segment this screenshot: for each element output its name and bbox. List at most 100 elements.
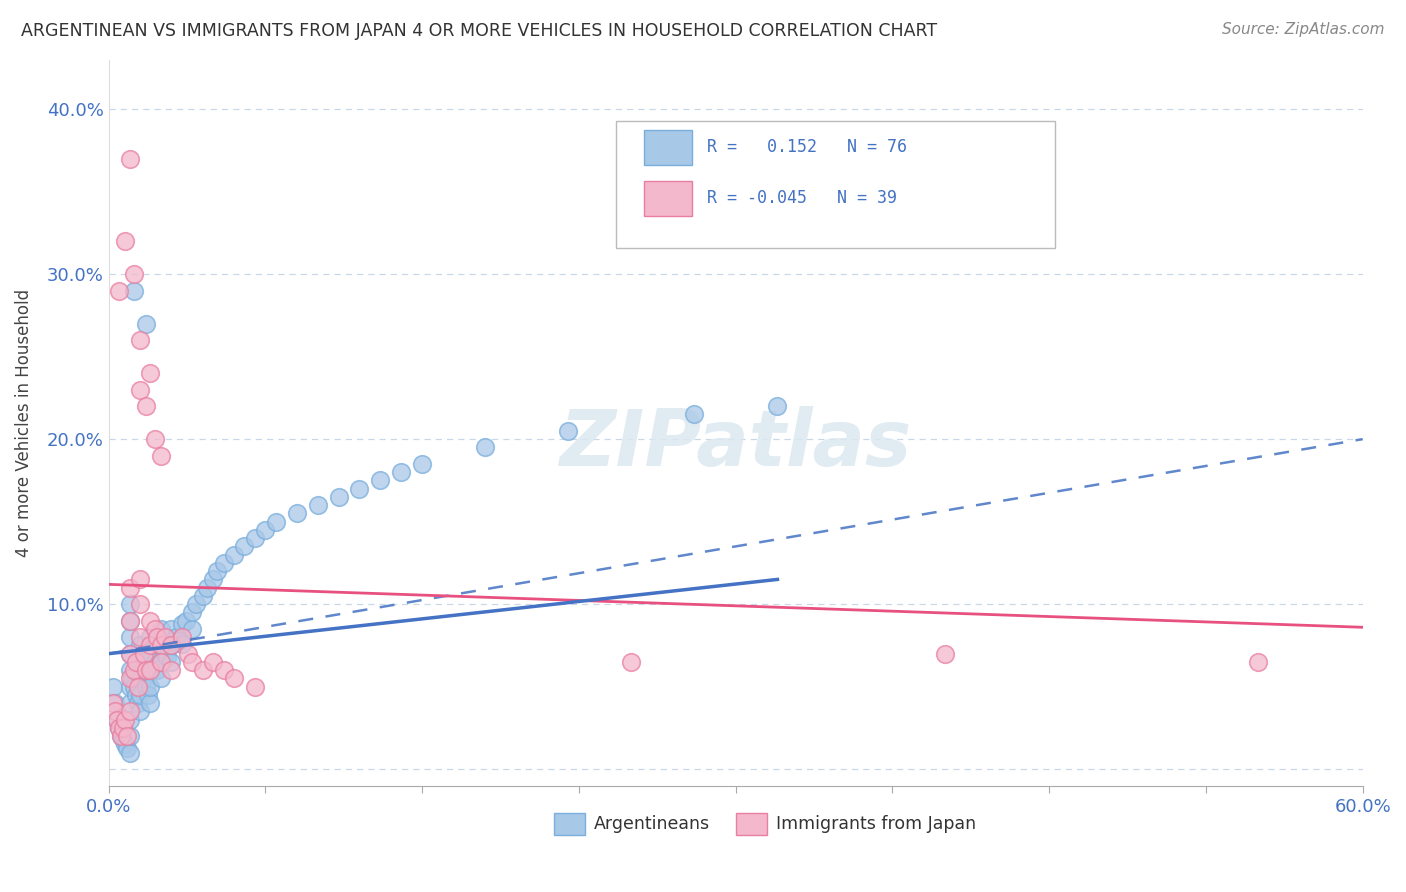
Point: [165, 630, 187, 644]
Point: [149, 672, 172, 686]
Point: [118, 597, 141, 611]
Point: [557, 424, 579, 438]
Point: [129, 597, 152, 611]
Point: [160, 663, 183, 677]
Point: [139, 639, 162, 653]
Point: [181, 622, 204, 636]
Point: [118, 630, 141, 644]
Point: [117, 729, 139, 743]
Point: [143, 655, 166, 669]
Point: [114, 713, 136, 727]
Point: [139, 696, 162, 710]
Point: [620, 655, 643, 669]
Point: [212, 556, 235, 570]
Bar: [735, 814, 768, 835]
Point: [129, 655, 152, 669]
Point: [139, 647, 162, 661]
Point: [129, 672, 152, 686]
Point: [129, 383, 152, 397]
Point: [122, 680, 145, 694]
Point: [139, 680, 162, 694]
Bar: [644, 181, 692, 216]
Point: [134, 647, 156, 661]
Point: [1247, 655, 1270, 669]
Point: [682, 408, 704, 422]
Point: [149, 655, 172, 669]
Point: [108, 721, 131, 735]
Point: [170, 617, 193, 632]
Point: [139, 663, 162, 677]
Point: [104, 705, 127, 719]
Point: [766, 399, 789, 413]
Point: [156, 650, 179, 665]
Text: ARGENTINEAN VS IMMIGRANTS FROM JAPAN 4 OR MORE VEHICLES IN HOUSEHOLD CORRELATION: ARGENTINEAN VS IMMIGRANTS FROM JAPAN 4 O…: [21, 22, 938, 40]
Point: [101, 680, 124, 694]
Point: [105, 713, 128, 727]
Point: [145, 630, 167, 644]
Point: [112, 732, 135, 747]
Text: ZIPatlas: ZIPatlas: [560, 407, 911, 483]
Point: [129, 630, 152, 644]
Point: [186, 597, 208, 611]
Point: [104, 696, 127, 710]
Bar: [644, 130, 692, 165]
Text: Source: ZipAtlas.com: Source: ZipAtlas.com: [1222, 22, 1385, 37]
Point: [135, 399, 157, 413]
Point: [170, 637, 193, 651]
Point: [131, 663, 153, 677]
Point: [139, 630, 162, 644]
Point: [129, 688, 152, 702]
Point: [195, 581, 218, 595]
Point: [114, 234, 136, 248]
Point: [134, 672, 156, 686]
Point: [110, 729, 132, 743]
Point: [233, 540, 256, 554]
Point: [170, 630, 193, 644]
Point: [112, 721, 135, 735]
Point: [160, 639, 183, 653]
Bar: [554, 814, 585, 835]
Y-axis label: 4 or more Vehicles in Household: 4 or more Vehicles in Household: [15, 289, 32, 557]
Point: [118, 705, 141, 719]
Point: [143, 622, 166, 636]
Point: [122, 267, 145, 281]
Point: [129, 705, 152, 719]
Point: [191, 589, 214, 603]
Point: [122, 663, 145, 677]
Point: [121, 672, 143, 686]
Point: [411, 457, 433, 471]
Point: [145, 663, 167, 677]
Point: [114, 738, 136, 752]
Point: [135, 663, 157, 677]
Point: [181, 606, 204, 620]
Point: [153, 630, 176, 644]
Point: [129, 639, 152, 653]
Point: [370, 474, 392, 488]
Point: [135, 680, 157, 694]
Point: [125, 688, 148, 702]
Point: [264, 515, 287, 529]
Point: [328, 490, 350, 504]
Point: [125, 655, 148, 669]
Point: [118, 152, 141, 166]
Point: [139, 614, 162, 628]
Point: [149, 622, 172, 636]
Point: [222, 672, 245, 686]
Point: [153, 647, 176, 661]
Point: [191, 663, 214, 677]
Text: Argentineans: Argentineans: [593, 815, 710, 833]
Point: [138, 688, 160, 702]
Point: [135, 317, 157, 331]
Point: [118, 680, 141, 694]
Point: [118, 729, 141, 743]
Point: [207, 564, 229, 578]
Point: [202, 655, 225, 669]
Point: [349, 482, 371, 496]
Point: [118, 696, 141, 710]
Point: [118, 746, 141, 760]
Text: Immigrants from Japan: Immigrants from Japan: [776, 815, 976, 833]
Point: [118, 614, 141, 628]
Point: [254, 523, 277, 537]
Point: [118, 713, 141, 727]
Point: [118, 614, 141, 628]
